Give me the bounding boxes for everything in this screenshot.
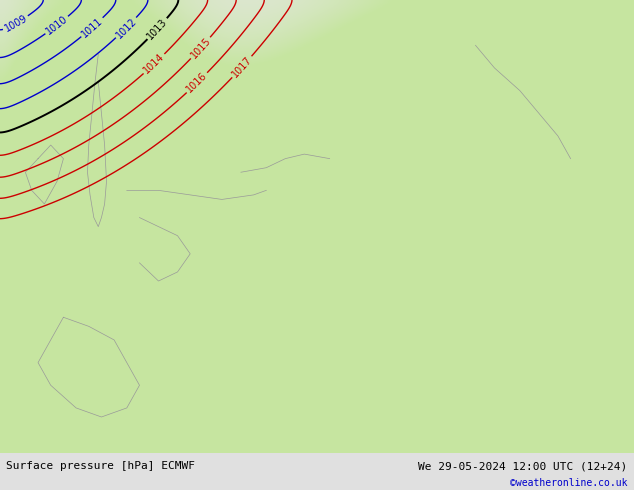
Text: 1010: 1010 xyxy=(44,14,70,37)
Text: Surface pressure [hPa] ECMWF: Surface pressure [hPa] ECMWF xyxy=(6,461,195,471)
Text: 1016: 1016 xyxy=(184,71,209,95)
Text: 1009: 1009 xyxy=(3,13,29,34)
Text: 1013: 1013 xyxy=(145,17,169,41)
Text: 1012: 1012 xyxy=(114,16,138,40)
Text: 1017: 1017 xyxy=(230,54,254,79)
Text: 1014: 1014 xyxy=(142,52,167,76)
Text: ©weatheronline.co.uk: ©weatheronline.co.uk xyxy=(510,478,628,489)
Text: 1015: 1015 xyxy=(189,35,212,60)
Text: 1011: 1011 xyxy=(80,16,105,39)
Text: We 29-05-2024 12:00 UTC (12+24): We 29-05-2024 12:00 UTC (12+24) xyxy=(418,461,628,471)
